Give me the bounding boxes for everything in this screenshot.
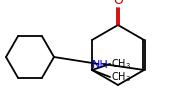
Text: CH$_3$: CH$_3$: [111, 70, 130, 84]
Text: CH$_3$: CH$_3$: [111, 57, 130, 71]
Text: O: O: [113, 0, 123, 7]
Text: NH: NH: [92, 59, 108, 69]
